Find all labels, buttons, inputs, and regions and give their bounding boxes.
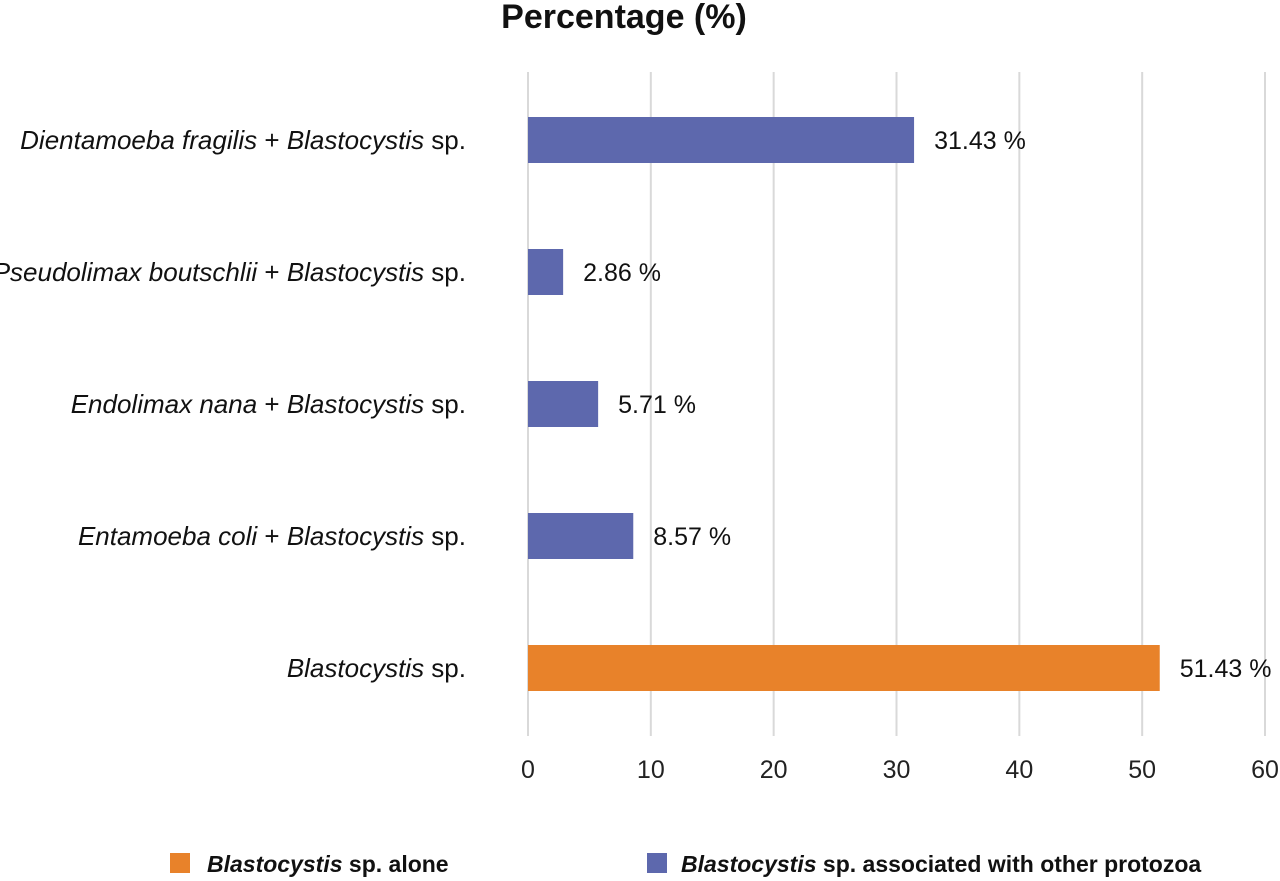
legend: Blastocystis sp. alone Blastocystis sp. a…: [170, 851, 1201, 877]
x-tick-label: 50: [1128, 756, 1156, 784]
text-part: sp.: [424, 521, 466, 551]
italic-text-part: Endolimax nana: [71, 389, 257, 419]
legend-swatch: [647, 853, 667, 873]
category-label: Endolimax nana + Blastocystis sp.: [71, 389, 466, 419]
text-part: sp. associated with other protozoa: [817, 851, 1202, 877]
data-label: 8.57 %: [653, 523, 731, 551]
bar: [528, 513, 634, 559]
text-part: sp.: [424, 653, 466, 683]
legend-swatch: [170, 853, 190, 873]
text-part: sp.: [424, 257, 466, 287]
italic-text-part: Blastocystis: [207, 851, 343, 877]
italic-text-part: Blastocystis: [681, 851, 817, 877]
data-label: 31.43 %: [934, 127, 1026, 155]
category-labels: Dientamoeba fragilis + Blastocystis sp.P…: [0, 125, 466, 683]
bar: [528, 249, 564, 295]
x-axis-ticks: 0 10 20 30 40 50 60: [521, 756, 1279, 784]
x-tick-label: 10: [637, 756, 665, 784]
text-part: +: [257, 521, 287, 551]
italic-text-part: Blastocystis: [287, 125, 424, 155]
data-label: 51.43 %: [1180, 655, 1272, 683]
category-label: Pseudolimax boutschlii + Blastocystis sp…: [0, 257, 466, 287]
data-label: 2.86 %: [583, 259, 661, 287]
italic-text-part: Blastocystis: [287, 653, 424, 683]
x-tick-label: 20: [760, 756, 788, 784]
bar: [528, 645, 1160, 691]
text-part: +: [257, 257, 287, 287]
gridlines: [527, 72, 1266, 736]
x-tick-label: 30: [883, 756, 911, 784]
bars: [528, 117, 1160, 691]
x-tick-label: 0: [521, 756, 535, 784]
legend-label: Blastocystis sp. associated with other p…: [681, 851, 1201, 877]
italic-text-part: Pseudolimax boutschlii: [0, 257, 258, 287]
category-label: Blastocystis sp.: [287, 653, 466, 683]
italic-text-part: Blastocystis: [287, 389, 424, 419]
category-label: Dientamoeba fragilis + Blastocystis sp.: [20, 125, 466, 155]
data-labels: 31.43 % 2.86 % 5.71 % 8.57 % 51.43 %: [583, 127, 1271, 683]
italic-text-part: Dientamoeba fragilis: [20, 125, 257, 155]
italic-text-part: Blastocystis: [287, 521, 424, 551]
text-part: +: [257, 125, 287, 155]
italic-text-part: Blastocystis: [287, 257, 424, 287]
text-part: sp.: [424, 389, 466, 419]
data-label: 5.71 %: [618, 391, 696, 419]
text-part: sp. alone: [343, 851, 449, 877]
bar: [528, 117, 915, 163]
text-part: +: [257, 389, 287, 419]
x-tick-label: 40: [1005, 756, 1033, 784]
italic-text-part: Entamoeba coli: [78, 521, 258, 551]
text-part: sp.: [424, 125, 466, 155]
chart-title: Percentage (%): [501, 0, 747, 36]
x-tick-label: 60: [1251, 756, 1279, 784]
bar: [528, 381, 599, 427]
legend-label: Blastocystis sp. alone: [207, 851, 449, 877]
category-label: Entamoeba coli + Blastocystis sp.: [78, 521, 466, 551]
